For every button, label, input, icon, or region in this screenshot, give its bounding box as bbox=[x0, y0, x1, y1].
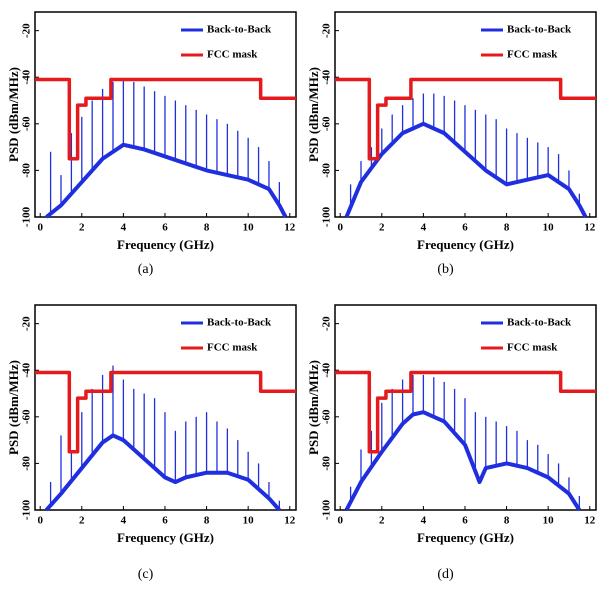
x-tick-label: 8 bbox=[204, 515, 210, 527]
y-tick-label: -100 bbox=[21, 499, 33, 520]
y-tick-label: -100 bbox=[321, 499, 333, 520]
legend-label: FCC mask bbox=[507, 49, 558, 61]
x-axis-label: Frequency (GHz) bbox=[117, 237, 214, 252]
y-tick-label: -40 bbox=[21, 362, 33, 377]
mask-line bbox=[335, 77, 596, 161]
x-tick-label: 0 bbox=[337, 515, 343, 527]
caption: (c) bbox=[138, 567, 154, 582]
x-tick-label: 4 bbox=[421, 222, 427, 234]
spectrum-line bbox=[44, 433, 281, 512]
panel: 0 2 4 6 8 10 12 -100 -80 -60 -40 -20 Frequency (GHz)… bbox=[6, 304, 297, 582]
legend-label: Back-to-Back bbox=[207, 24, 272, 36]
legend-label: Back-to-Back bbox=[507, 317, 572, 329]
x-tick-label: 8 bbox=[504, 222, 510, 234]
x-axis-label: Frequency (GHz) bbox=[417, 530, 514, 545]
spectrum-line bbox=[344, 121, 588, 218]
panel: 0 2 4 6 8 10 12 -100 -80 -60 -40 -20 Frequency (GHz)… bbox=[6, 11, 297, 277]
y-tick-label: -20 bbox=[21, 23, 33, 38]
y-tick-label: -100 bbox=[321, 206, 333, 227]
x-axis-label: Frequency (GHz) bbox=[117, 530, 214, 545]
y-axis-label: PSD (dBm/MHz) bbox=[306, 360, 321, 455]
y-tick-label: -20 bbox=[321, 23, 333, 38]
y-tick-label: -80 bbox=[321, 163, 333, 178]
x-tick-label: 10 bbox=[543, 222, 555, 234]
legend-label: FCC mask bbox=[507, 342, 558, 354]
x-tick-label: 4 bbox=[421, 515, 427, 527]
x-tick-label: 0 bbox=[37, 515, 43, 527]
plot-frame bbox=[34, 11, 297, 218]
y-tick-label: -60 bbox=[321, 116, 333, 131]
x-tick-label: 2 bbox=[79, 515, 85, 527]
x-tick-label: 12 bbox=[584, 515, 596, 527]
x-axis-label: Frequency (GHz) bbox=[417, 237, 514, 252]
mask-line bbox=[35, 370, 296, 454]
x-tick-label: 0 bbox=[337, 222, 343, 234]
x-tick-label: 6 bbox=[462, 515, 468, 527]
x-tick-label: 8 bbox=[204, 222, 210, 234]
x-tick-label: 10 bbox=[243, 515, 255, 527]
x-tick-label: 4 bbox=[121, 515, 127, 527]
caption: (b) bbox=[437, 262, 454, 277]
legend-label: FCC mask bbox=[207, 49, 258, 61]
x-tick-label: 2 bbox=[79, 222, 85, 234]
y-tick-label: -80 bbox=[321, 456, 333, 471]
x-tick-label: 12 bbox=[584, 222, 596, 234]
y-axis-label: PSD (dBm/MHz) bbox=[6, 67, 21, 162]
y-tick-label: -20 bbox=[321, 316, 333, 331]
y-tick-label: -60 bbox=[21, 409, 33, 424]
y-tick-label: -100 bbox=[21, 206, 33, 227]
caption: (a) bbox=[138, 262, 154, 277]
y-tick-label: -40 bbox=[21, 69, 33, 84]
x-tick-label: 8 bbox=[504, 515, 510, 527]
legend-label: Back-to-Back bbox=[207, 317, 272, 329]
y-tick-label: -20 bbox=[21, 316, 33, 331]
x-tick-label: 12 bbox=[284, 222, 296, 234]
legend-label: Back-to-Back bbox=[507, 24, 572, 36]
plot-frame bbox=[34, 304, 297, 511]
y-tick-label: -40 bbox=[321, 69, 333, 84]
legend-label: FCC mask bbox=[207, 342, 258, 354]
x-tick-label: 10 bbox=[243, 222, 255, 234]
plot-frame bbox=[334, 304, 597, 511]
x-tick-label: 10 bbox=[543, 515, 555, 527]
y-axis-label: PSD (dBm/MHz) bbox=[306, 67, 321, 162]
mask-line bbox=[335, 370, 596, 454]
x-tick-label: 12 bbox=[284, 515, 296, 527]
x-tick-label: 2 bbox=[379, 515, 385, 527]
y-tick-label: -80 bbox=[21, 456, 33, 471]
x-tick-label: 4 bbox=[121, 222, 127, 234]
y-tick-label: -80 bbox=[21, 163, 33, 178]
x-tick-label: 6 bbox=[162, 515, 168, 527]
caption: (d) bbox=[437, 567, 454, 582]
x-tick-label: 6 bbox=[462, 222, 468, 234]
y-tick-label: -60 bbox=[21, 116, 33, 131]
spectrum-line bbox=[45, 142, 288, 219]
x-tick-label: 6 bbox=[162, 222, 168, 234]
spectrum-line bbox=[344, 410, 582, 512]
mask-line bbox=[35, 77, 296, 161]
y-tick-label: -60 bbox=[321, 409, 333, 424]
y-tick-label: -40 bbox=[321, 362, 333, 377]
y-axis-label: PSD (dBm/MHz) bbox=[6, 360, 21, 455]
x-tick-label: 0 bbox=[37, 222, 43, 234]
panel: 0 2 4 6 8 10 12 -100 -80 -60 -40 -20 Frequency (GHz)… bbox=[306, 11, 597, 277]
plot-frame bbox=[334, 11, 597, 218]
panel: 0 2 4 6 8 10 12 -100 -80 -60 -40 -20 Frequency (GHz)… bbox=[306, 304, 597, 582]
x-tick-label: 2 bbox=[379, 222, 385, 234]
